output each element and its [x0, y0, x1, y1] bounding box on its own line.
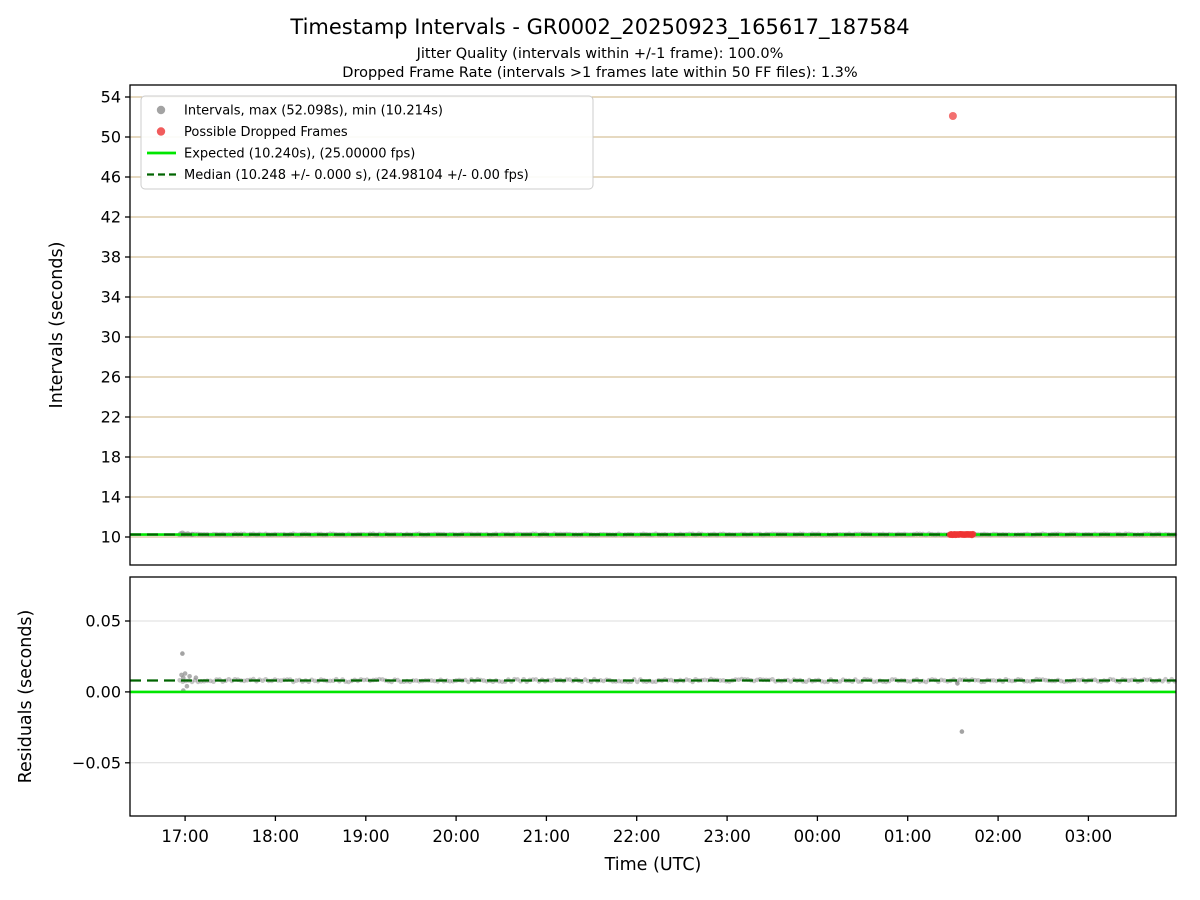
data-point — [184, 683, 190, 689]
data-point — [180, 651, 185, 656]
data-point — [948, 112, 957, 120]
legend-label: Expected (10.240s), (25.00000 fps) — [184, 147, 415, 162]
x-tick-label: 21:00 — [523, 827, 571, 846]
panel-residuals: −0.05 0.00 0.05 Residuals (seconds) — [16, 576, 1177, 817]
data-point-dropped-cluster — [969, 530, 977, 538]
y-tick-label: −0.05 — [72, 753, 121, 772]
axes-frame — [129, 576, 1177, 817]
x-tick-label: 19:00 — [342, 827, 390, 846]
data-point — [955, 681, 960, 686]
y-tick-label: 10 — [101, 528, 121, 547]
panel-intervals: 10 14 18 22 26 30 34 38 42 46 50 54 Intervals (secon… — [47, 84, 1178, 566]
subtitle-jitter-quality: Jitter Quality (intervals within +/-1 fr… — [416, 46, 784, 62]
legend-label: Possible Dropped Frames — [184, 125, 348, 140]
data-point-residuals-band — [635, 679, 640, 685]
y-tick-label: 46 — [101, 168, 121, 187]
x-tick-label: 20:00 — [432, 827, 480, 846]
data-point — [193, 675, 199, 680]
y-tick-label: 38 — [101, 248, 121, 267]
y-tick-label: 14 — [101, 488, 121, 507]
y-axis-label-residuals: Residuals (seconds) — [16, 610, 36, 784]
x-tick-label: 02:00 — [974, 827, 1022, 846]
y-tick-label: 26 — [101, 368, 121, 387]
legend-marker-intervals — [156, 105, 166, 115]
y-axis-label-intervals: Intervals (seconds) — [47, 242, 67, 409]
y-tick-label: 42 — [101, 208, 121, 227]
legend-label: Median (10.248 +/- 0.000 s), (24.98104 +… — [184, 168, 529, 183]
x-tick-label: 18:00 — [252, 827, 300, 846]
y-tick-label: 30 — [101, 328, 121, 347]
legend-marker-dropped — [156, 127, 166, 136]
x-tick-label: 00:00 — [794, 827, 842, 846]
chart-title: Timestamp Intervals - GR0002_20250923_16… — [290, 15, 910, 39]
data-point — [959, 729, 965, 734]
x-tick-label: 01:00 — [884, 827, 932, 846]
x-tick-label: 22:00 — [613, 827, 661, 846]
y-tick-label: 0.00 — [85, 682, 121, 701]
data-point — [181, 675, 186, 680]
legend: Intervals, max (52.098s), min (10.214s) P… — [140, 95, 594, 190]
x-tick-label: 17:00 — [161, 827, 209, 846]
y-tick-label: 22 — [101, 408, 121, 427]
data-point — [187, 674, 192, 679]
x-axis-label: Time (UTC) — [604, 855, 702, 875]
y-tick-label: 54 — [101, 88, 121, 107]
axes-frame — [129, 84, 1177, 566]
y-tick-label: 50 — [101, 128, 121, 147]
y-tick-label: 0.05 — [85, 612, 121, 631]
x-tick-label: 03:00 — [1065, 827, 1113, 846]
x-tick-label: 23:00 — [703, 827, 751, 846]
y-tick-label: 18 — [101, 448, 121, 467]
legend-box — [140, 95, 594, 190]
y-tick-label: 34 — [101, 288, 121, 307]
legend-label: Intervals, max (52.098s), min (10.214s) — [184, 104, 443, 119]
subtitle-dropped-frame-rate: Dropped Frame Rate (intervals >1 frames … — [342, 65, 858, 81]
data-point — [182, 671, 188, 676]
